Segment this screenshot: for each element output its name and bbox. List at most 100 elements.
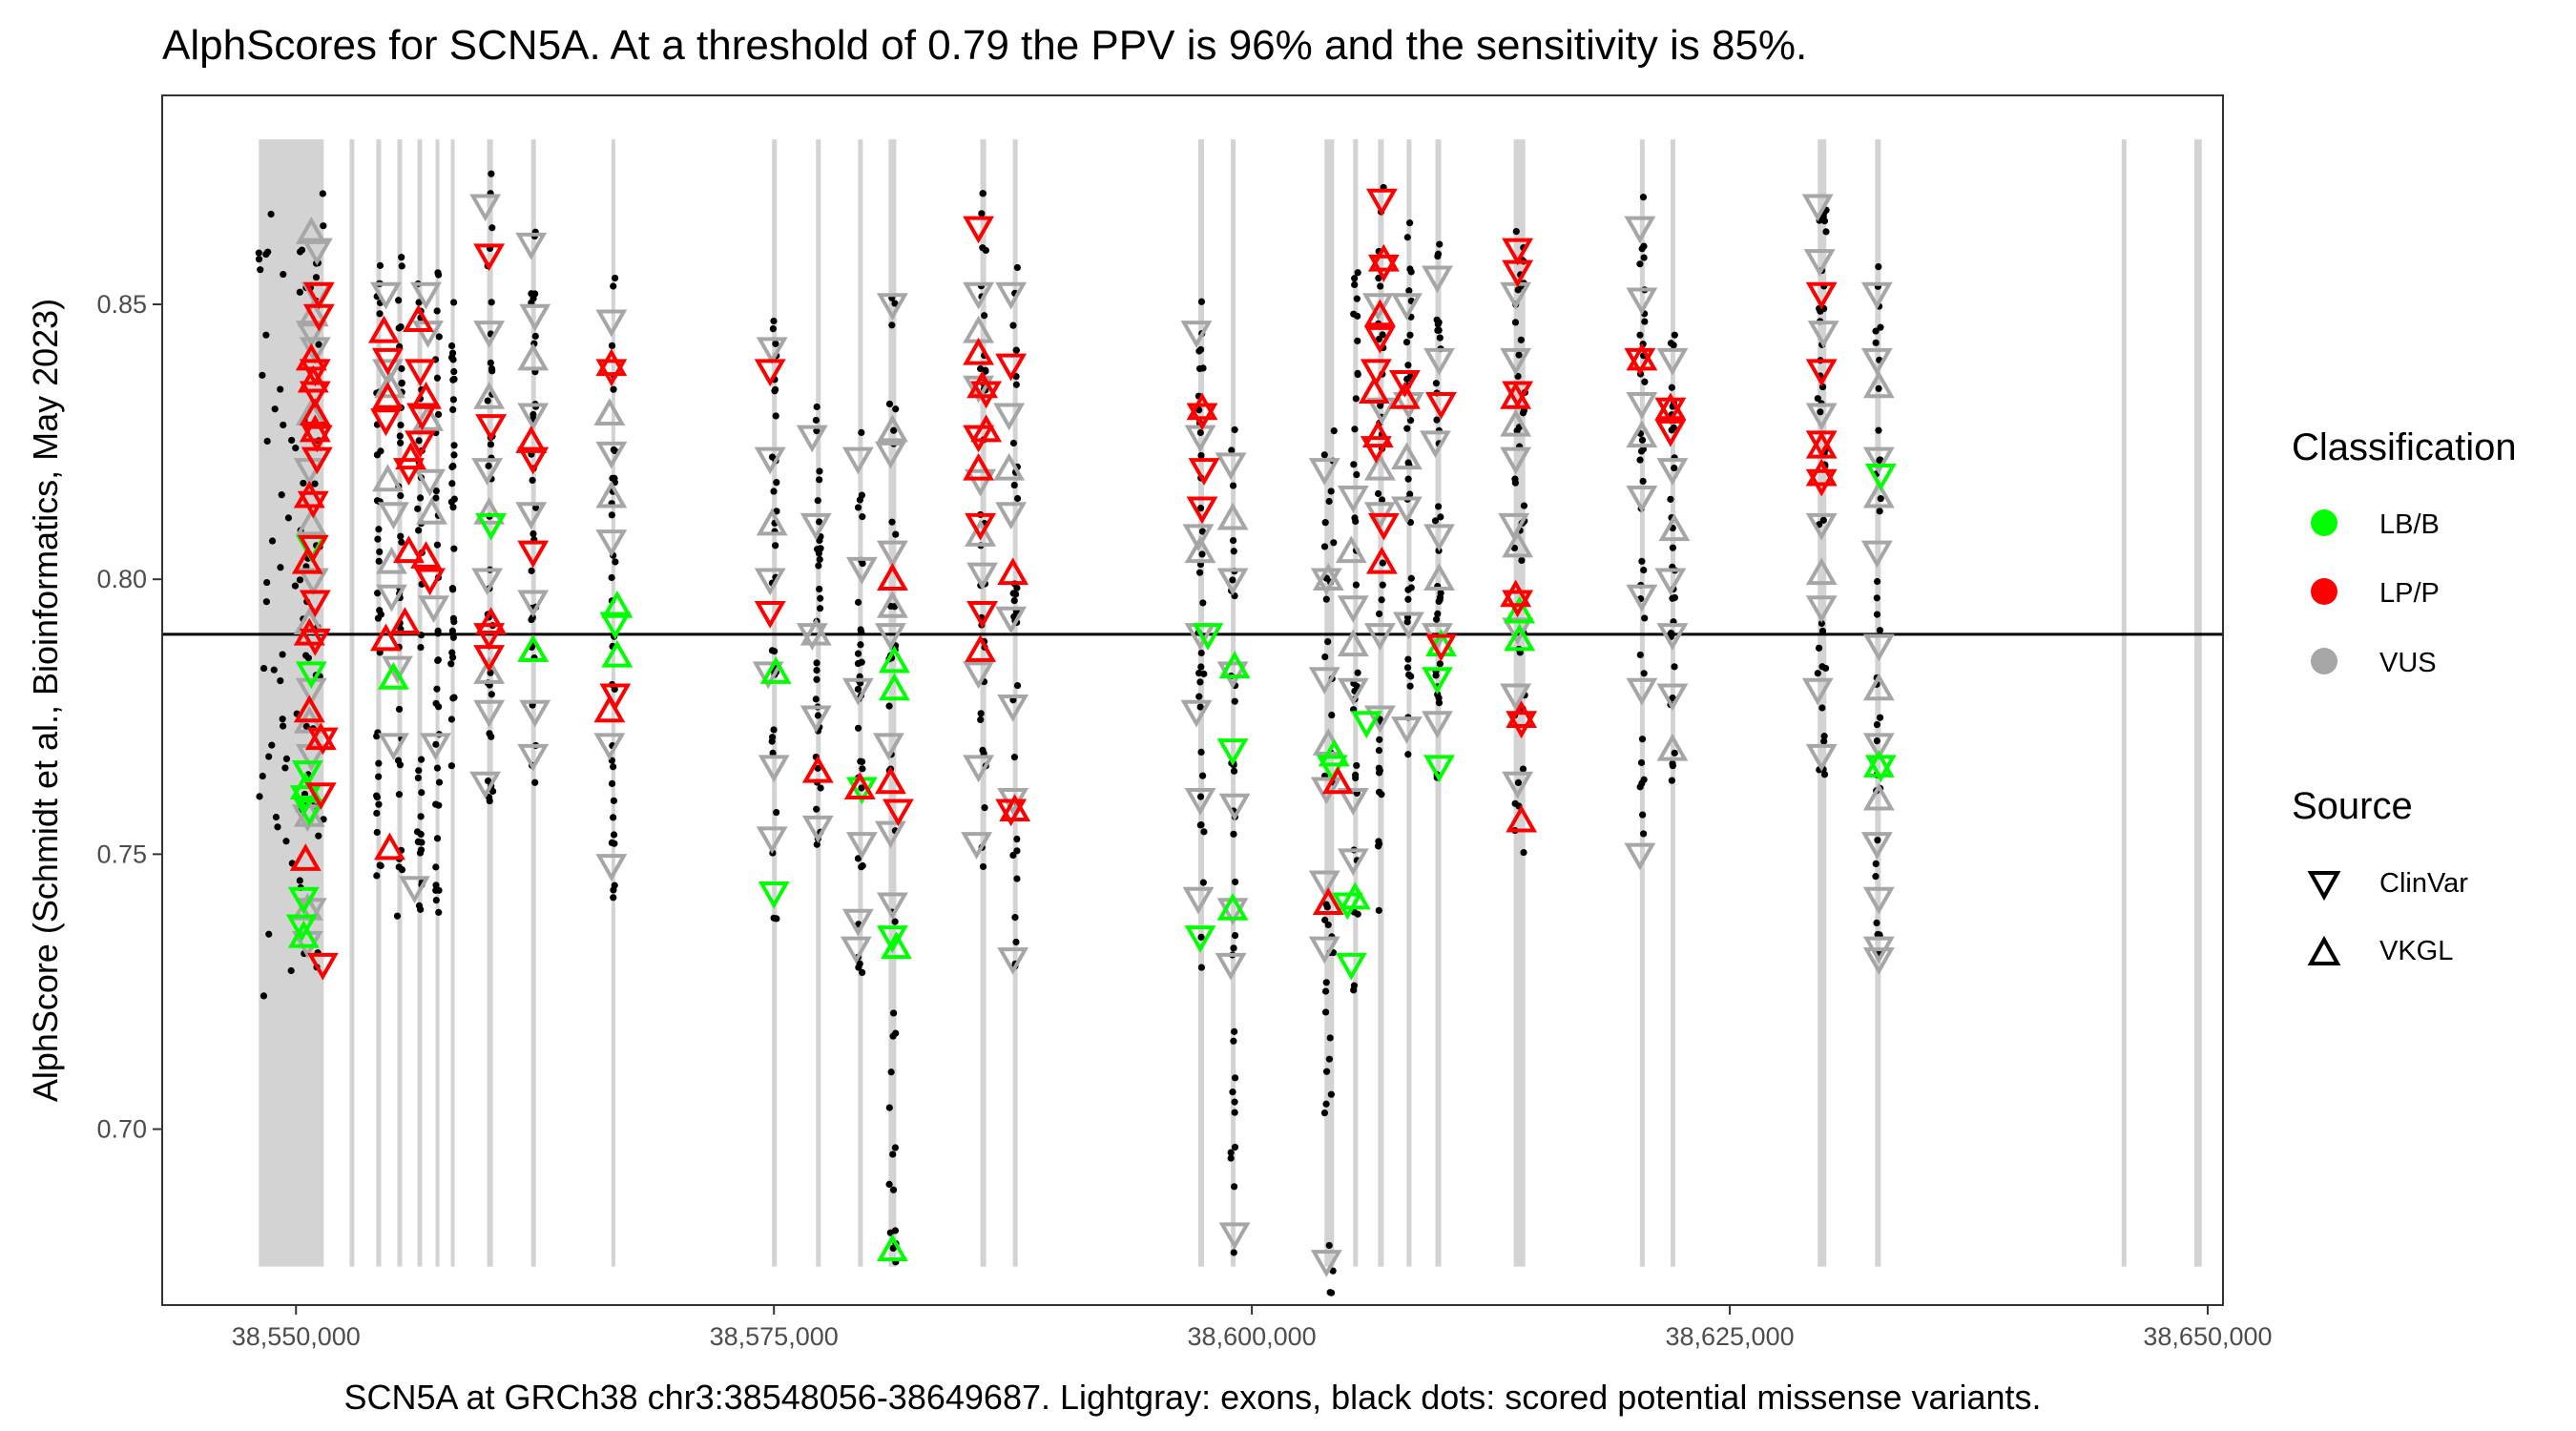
variant-point-vus-clinvar [1862, 633, 1895, 662]
variant-point-vus-clinvar [995, 281, 1028, 310]
missense-dot [813, 427, 821, 435]
variant-point-vus-vkgl [876, 414, 908, 443]
missense-dot [1406, 331, 1414, 339]
missense-dot [1404, 655, 1412, 663]
missense-dot [398, 538, 405, 546]
missense-dot [891, 1144, 900, 1151]
variant-point-lpp-clinvar [299, 359, 331, 387]
missense-dot [432, 863, 440, 871]
missense-dot [417, 830, 425, 839]
variant-point-lpp-vkgl [289, 843, 322, 871]
variant-point-vus-clinvar [845, 556, 878, 585]
variant-point-vus-vkgl [1656, 733, 1689, 761]
missense-dot [1436, 660, 1444, 668]
missense-dot [1376, 736, 1383, 743]
missense-dot [263, 578, 271, 587]
missense-dot [817, 784, 824, 792]
variant-point-vus-clinvar [1308, 936, 1340, 964]
variant-point-lpp-clinvar [1425, 392, 1457, 420]
variant-point-lpp-clinvar [301, 425, 333, 453]
missense-dot [888, 518, 896, 526]
missense-dot [375, 526, 383, 533]
variant-point-lpp-vkgl [293, 617, 325, 646]
missense-dot [488, 733, 495, 740]
variant-point-lpp-clinvar [302, 281, 335, 310]
variant-point-vus-clinvar [301, 238, 333, 266]
missense-dot [892, 530, 900, 538]
missense-dot [770, 914, 778, 922]
variant-point-vus-clinvar [845, 832, 878, 860]
missense-dot [889, 1151, 897, 1158]
missense-dot [1435, 699, 1444, 707]
missense-dot [1520, 502, 1528, 509]
missense-dot [1012, 381, 1020, 388]
missense-dot [268, 537, 277, 545]
missense-dot [1435, 319, 1443, 326]
variant-point-lpp-clinvar [1502, 259, 1534, 288]
missense-dot [1197, 345, 1205, 354]
variant-point-vus-vkgl [473, 381, 506, 409]
missense-dot [1636, 456, 1644, 464]
missense-dot [1817, 408, 1824, 416]
variant-point-lbb-clinvar [1184, 925, 1216, 953]
x-tick-label: 38,575,000 [710, 1322, 839, 1351]
missense-dot [488, 170, 495, 177]
missense-dot [1637, 758, 1646, 767]
variant-point-lpp-clinvar [1365, 188, 1398, 217]
missense-dot [610, 831, 618, 839]
variant-point-lbb-clinvar [1192, 623, 1224, 651]
missense-dot [395, 297, 403, 304]
variant-point-vus-clinvar [1337, 848, 1369, 877]
variant-point-vus-clinvar [1654, 568, 1687, 596]
missense-dot [610, 282, 617, 290]
missense-dot [1197, 663, 1205, 671]
variant-point-lpp-vkgl [997, 557, 1029, 586]
variant-point-vus-clinvar [295, 677, 327, 706]
variant-point-lpp-vkgl [1805, 458, 1838, 487]
missense-dot [1671, 331, 1678, 339]
missense-dot [450, 451, 458, 459]
variant-point-lbb-clinvar [291, 760, 323, 788]
missense-dot [1404, 751, 1412, 758]
missense-dot [854, 855, 862, 862]
y-tick-label: 0.85 [96, 290, 147, 319]
x-tick-label: 38,550,000 [232, 1322, 361, 1351]
missense-dot [770, 317, 778, 325]
missense-dot [1406, 219, 1414, 227]
missense-dot [1671, 464, 1678, 472]
variant-point-vus-clinvar [1626, 287, 1658, 316]
missense-dot [449, 396, 457, 404]
missense-dot [1638, 736, 1647, 743]
missense-dot [450, 442, 458, 449]
variant-point-lbb-clinvar [758, 881, 790, 909]
missense-dot [449, 614, 458, 622]
missense-dot [814, 497, 821, 505]
missense-dot [1872, 873, 1880, 881]
variant-point-vus-clinvar [1363, 623, 1396, 651]
variant-point-vus-clinvar [1337, 787, 1369, 816]
missense-dot [1350, 982, 1359, 989]
missense-dot [1013, 875, 1021, 882]
missense-dot [435, 271, 443, 279]
exon-band-27 [1875, 139, 1881, 1267]
variant-point-lpp-vkgl [297, 364, 329, 393]
missense-dot [1197, 451, 1205, 460]
missense-dot [769, 324, 777, 333]
missense-dot [854, 724, 862, 732]
missense-dot [1325, 1241, 1333, 1250]
missense-dot [1639, 811, 1647, 819]
variant-point-vus-clinvar [841, 677, 874, 706]
missense-dot [1376, 767, 1383, 775]
missense-dot [1820, 733, 1828, 740]
missense-dot [1872, 327, 1880, 335]
missense-dot [415, 767, 423, 775]
variant-point-vus-clinvar [876, 540, 908, 569]
variant-point-vus-clinvar [593, 733, 626, 761]
variant-point-lpp-clinvar [1805, 468, 1838, 497]
missense-dot [1196, 505, 1205, 512]
variant-point-lpp-clinvar [306, 952, 339, 981]
missense-dot [1434, 250, 1443, 258]
missense-dot [1517, 336, 1525, 343]
missense-dot [1354, 337, 1361, 344]
variant-point-vus-clinvar [993, 403, 1026, 431]
